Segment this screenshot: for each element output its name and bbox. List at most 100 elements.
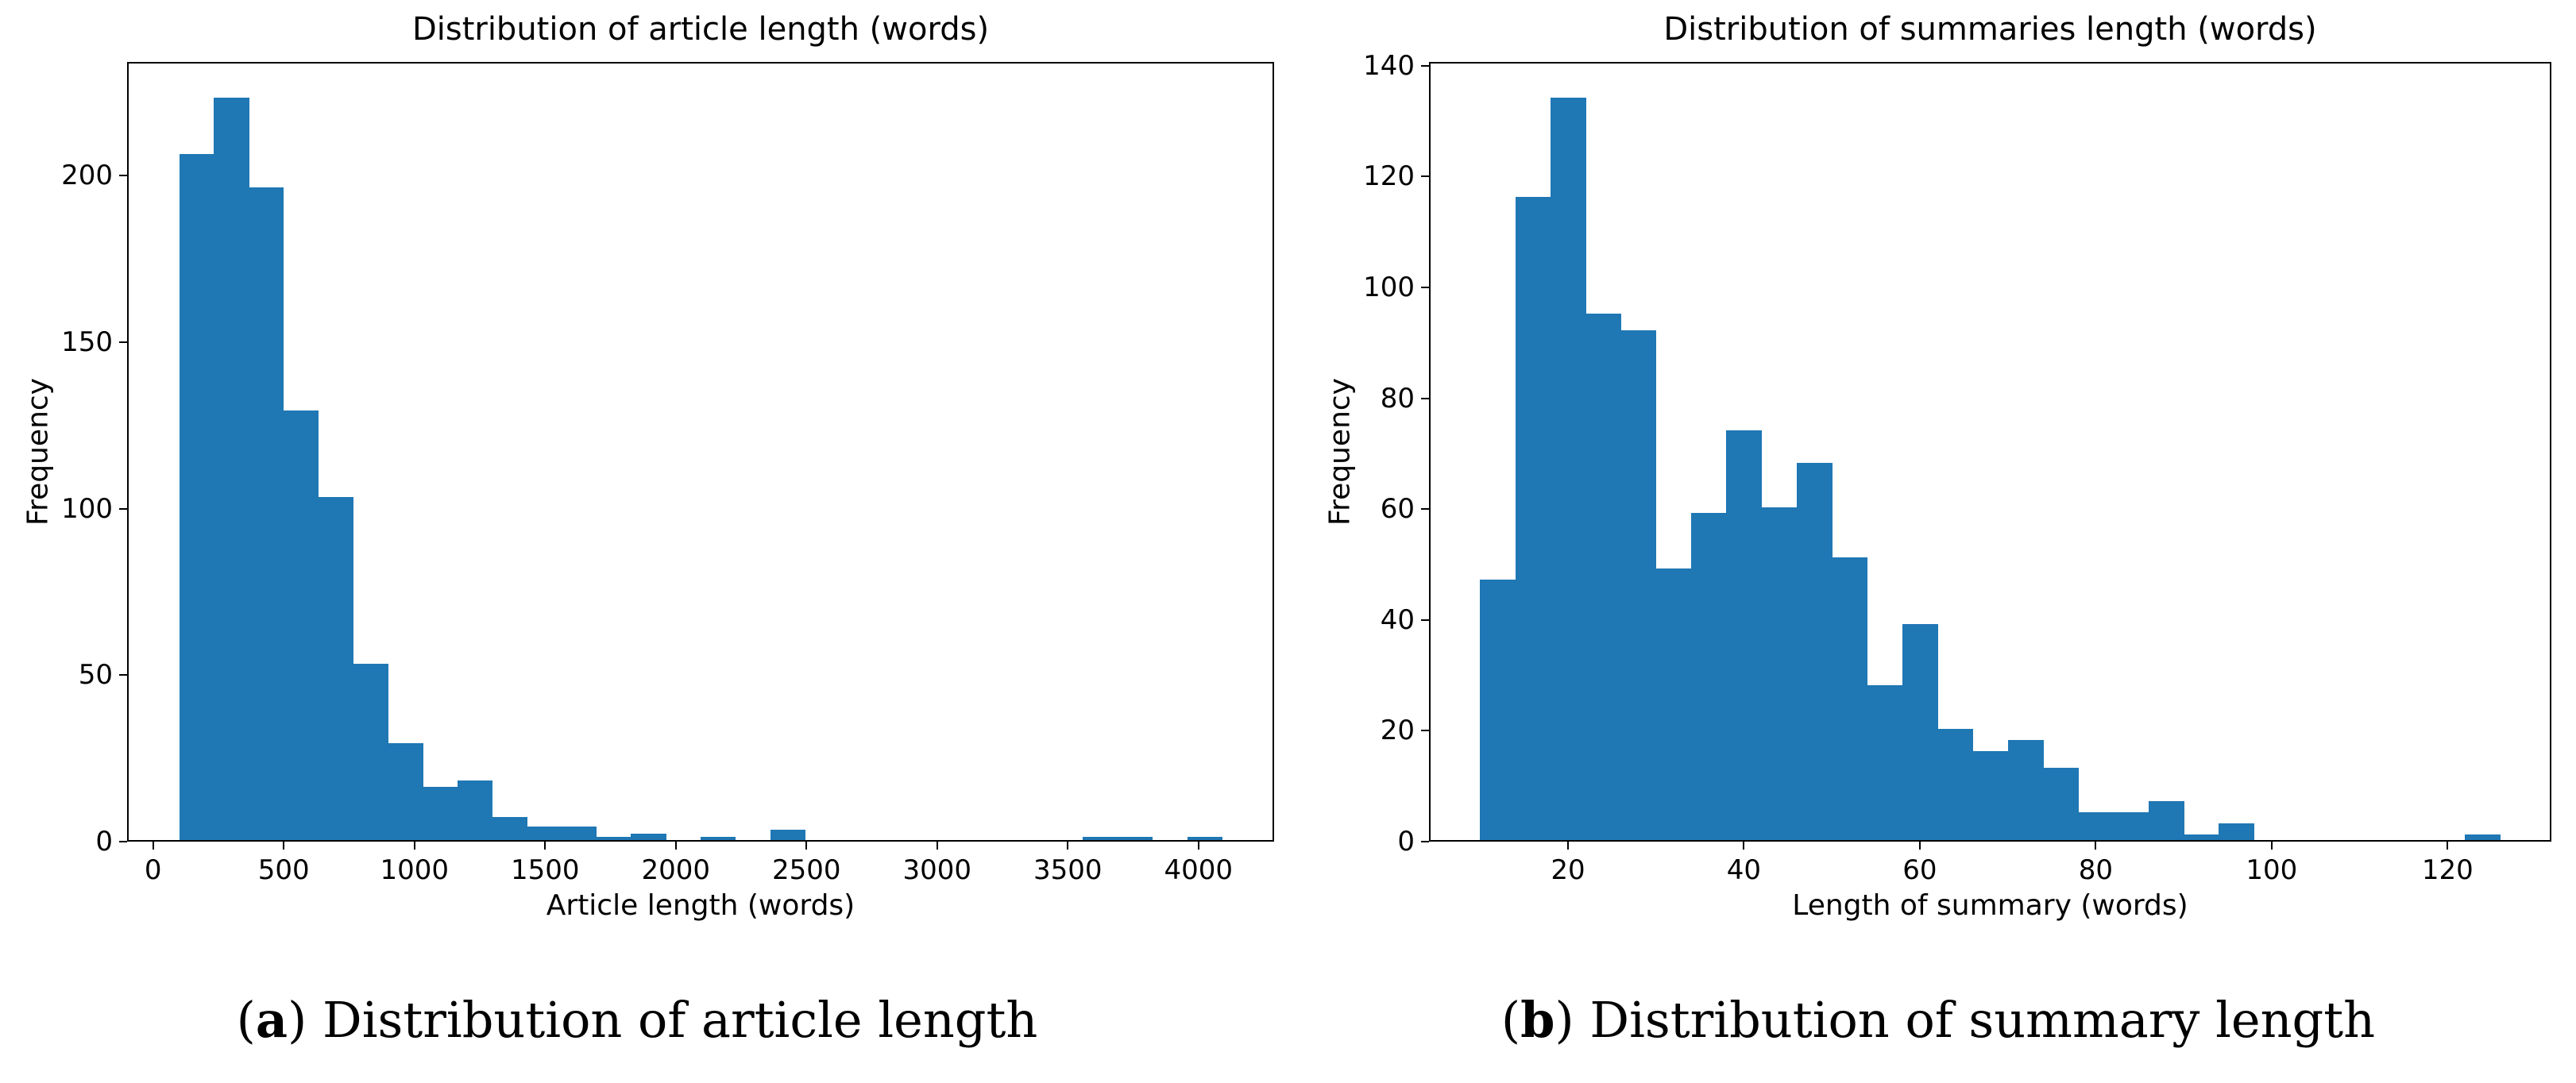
x-tick-label: 20: [1551, 854, 1585, 886]
histogram-bar: [2219, 823, 2255, 840]
y-tick: [1421, 841, 1429, 842]
x-tick: [413, 842, 415, 850]
caption-b-close: ): [1554, 991, 1574, 1049]
histogram-bar: [1620, 330, 1657, 840]
y-tick-label: 0: [1397, 826, 1415, 858]
x-tick-label: 2500: [771, 854, 841, 886]
y-tick: [119, 175, 127, 177]
y-tick: [1421, 508, 1429, 511]
x-axis-label-a: Article length (words): [546, 889, 855, 922]
histogram-bar: [422, 786, 458, 840]
y-tick-label: 40: [1380, 603, 1415, 636]
histogram-bar: [701, 836, 736, 840]
y-tick-label: 100: [1363, 272, 1415, 304]
caption-a-open: (: [236, 991, 256, 1049]
histogram-bar: [179, 154, 214, 840]
x-tick: [674, 842, 677, 850]
histogram-bar: [2042, 768, 2079, 840]
histogram-bar: [1937, 729, 1973, 840]
histogram-bar: [1187, 836, 1222, 840]
y-tick: [1421, 175, 1429, 178]
histogram-bar: [2148, 801, 2184, 840]
x-tick: [936, 842, 938, 850]
x-tick: [1067, 842, 1069, 850]
x-tick: [544, 842, 546, 850]
histogram-bar: [2184, 834, 2219, 840]
histogram-bar: [353, 663, 388, 840]
histogram-bar: [1515, 197, 1551, 840]
caption-a: (a) Distribution of article length: [237, 991, 1038, 1049]
x-tick: [2270, 842, 2273, 850]
y-tick-label: 0: [95, 826, 113, 858]
y-tick-label: 80: [1380, 382, 1415, 414]
y-tick-label: 200: [61, 160, 113, 192]
histogram-bar: [283, 410, 319, 840]
x-tick: [2447, 842, 2449, 850]
x-tick-label: 1000: [380, 854, 449, 886]
y-tick-label: 100: [61, 492, 113, 525]
histogram-bar: [214, 97, 249, 840]
y-tick: [119, 507, 127, 510]
histogram-bar: [2113, 812, 2149, 840]
histogram-bar: [1726, 430, 1763, 840]
histogram-bar: [1118, 836, 1153, 840]
y-tick: [1421, 64, 1429, 67]
caption-a-text: Distribution of article length: [307, 991, 1038, 1049]
x-tick-label: 100: [2246, 854, 2298, 886]
histogram-bar: [1867, 684, 1903, 840]
x-tick: [1743, 842, 1745, 850]
histogram-bar: [1972, 751, 2009, 840]
histogram-bar: [1655, 568, 1692, 840]
y-tick: [1421, 730, 1429, 732]
x-tick-label: 4000: [1164, 854, 1234, 886]
histogram-bar: [527, 827, 562, 840]
histogram-bar: [492, 816, 527, 840]
y-tick-label: 140: [1363, 49, 1415, 82]
caption-b-letter: b: [1520, 991, 1555, 1049]
x-tick-label: 1500: [510, 854, 580, 886]
plot-area-b: [1429, 62, 2551, 842]
chart-title-a: Distribution of article length (words): [411, 11, 990, 48]
histogram-bar: [249, 187, 284, 840]
histogram-bar: [1902, 623, 1938, 840]
histogram-bar: [770, 830, 805, 840]
y-tick-label: 20: [1380, 715, 1415, 747]
x-tick-label: 0: [144, 854, 162, 886]
x-tick: [2095, 842, 2097, 850]
x-tick: [805, 842, 808, 850]
histogram-bar: [2465, 834, 2501, 840]
x-tick-label: 40: [1726, 854, 1762, 886]
x-tick: [1918, 842, 1921, 850]
y-tick-label: 60: [1380, 493, 1415, 526]
caption-b: (b) Distribution of summary length: [1501, 991, 2375, 1049]
histogram-bar: [1480, 579, 1516, 840]
histogram-bar: [2007, 740, 2044, 840]
x-tick-label: 60: [1902, 854, 1937, 886]
y-tick-label: 120: [1363, 160, 1415, 193]
x-tick-label: 500: [257, 854, 310, 886]
y-tick: [119, 341, 127, 344]
histogram-bar: [561, 827, 597, 840]
y-tick: [119, 841, 127, 842]
x-tick: [283, 842, 285, 850]
y-tick: [1421, 287, 1429, 289]
x-tick: [1197, 842, 1199, 850]
plot-area-a: [127, 62, 1274, 842]
y-tick-label: 50: [78, 659, 113, 692]
histogram-bar: [1761, 507, 1798, 840]
y-tick: [1421, 397, 1429, 399]
histogram-bar: [2078, 812, 2114, 840]
histogram-bar: [457, 780, 493, 840]
y-tick: [119, 674, 127, 676]
caption-a-close: ): [288, 991, 307, 1049]
x-tick: [1566, 842, 1569, 850]
x-tick: [152, 842, 154, 850]
chart-title-b: Distribution of summaries length (words): [1663, 11, 2317, 48]
x-axis-label-b: Length of summary (words): [1792, 889, 2188, 922]
x-tick-label: 3000: [902, 854, 971, 886]
histogram-bar: [1796, 463, 1833, 840]
histogram-bar: [596, 836, 632, 840]
x-tick-label: 3500: [1033, 854, 1103, 886]
y-tick-label: 150: [61, 326, 113, 359]
caption-b-text: Distribution of summary length: [1574, 991, 2376, 1049]
